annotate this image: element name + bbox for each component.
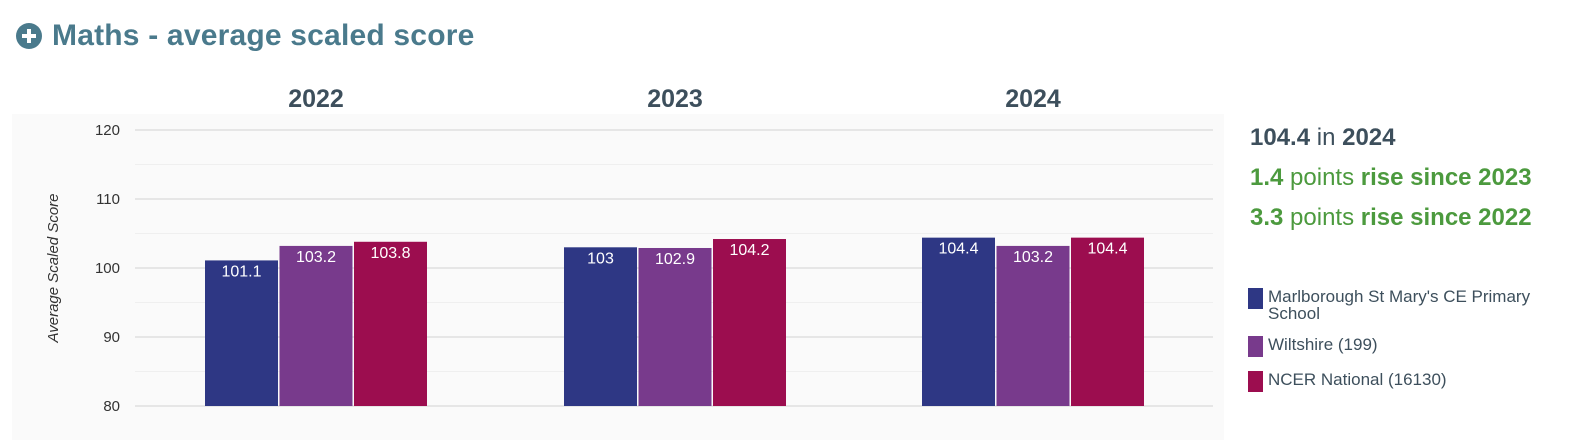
bar bbox=[1071, 237, 1144, 406]
bar bbox=[922, 237, 995, 406]
bar bbox=[996, 245, 1070, 406]
legend-label: Marlborough St Mary's CE Primary School bbox=[1268, 287, 1531, 323]
change-since-2023-line: 1.4 points rise since 2023 bbox=[1250, 158, 1580, 198]
legend-item-national[interactable]: NCER National (16130) bbox=[1248, 371, 1568, 392]
y-tick-label: 100 bbox=[95, 260, 120, 277]
bar-value-label: 104.4 bbox=[938, 241, 978, 258]
y-tick-label: 80 bbox=[103, 398, 120, 415]
bar bbox=[205, 260, 278, 406]
change-since-2022-line: 3.3 points rise since 2022 bbox=[1250, 198, 1580, 238]
latest-in: in bbox=[1316, 124, 1336, 151]
legend-swatch bbox=[1248, 371, 1263, 392]
change2-value: 3.3 bbox=[1250, 204, 1284, 231]
chart-legend: Marlborough St Mary's CE Primary School … bbox=[1248, 288, 1568, 406]
bar bbox=[279, 245, 353, 406]
summary-panel: 104.4 in 2024 1.4 points rise since 2023… bbox=[1250, 118, 1580, 238]
bar-value-label: 104.4 bbox=[1087, 241, 1127, 258]
legend-item-school[interactable]: Marlborough St Mary's CE Primary School bbox=[1248, 288, 1568, 322]
latest-value: 104.4 bbox=[1250, 124, 1311, 151]
y-axis-label: Average Scaled Score bbox=[45, 194, 62, 344]
category-label: 2023 bbox=[647, 85, 703, 113]
latest-score-line: 104.4 in 2024 bbox=[1250, 118, 1580, 158]
bar-chart: 80 90 100 110 120 Average Scaled Score 2022 101… bbox=[45, 85, 1213, 415]
bar-value-label: 103 bbox=[587, 250, 614, 267]
bar-value-label: 103.2 bbox=[1013, 249, 1053, 266]
bar bbox=[354, 241, 427, 406]
bar bbox=[713, 239, 786, 406]
y-tick-label: 120 bbox=[95, 122, 120, 139]
legend-swatch bbox=[1248, 336, 1263, 357]
change1-points: points bbox=[1290, 164, 1355, 191]
bar-value-label: 101.1 bbox=[221, 263, 261, 280]
legend-label: Wiltshire (199) bbox=[1268, 335, 1378, 354]
y-tick-label: 90 bbox=[103, 329, 120, 346]
bar-value-label: 102.9 bbox=[655, 251, 695, 268]
bar-value-label: 103.8 bbox=[370, 245, 410, 262]
bar bbox=[564, 247, 637, 406]
bar bbox=[638, 247, 712, 406]
change1-text: rise since 2023 bbox=[1360, 164, 1532, 191]
category-label: 2022 bbox=[288, 85, 344, 113]
category-label: 2024 bbox=[1005, 85, 1061, 113]
bar-value-label: 103.2 bbox=[296, 249, 336, 266]
y-tick-label: 110 bbox=[96, 191, 120, 208]
legend-item-wiltshire[interactable]: Wiltshire (199) bbox=[1248, 336, 1568, 357]
section-header[interactable]: Maths - average scaled score bbox=[16, 18, 474, 54]
change2-text: rise since 2022 bbox=[1360, 204, 1532, 231]
latest-year: 2024 bbox=[1342, 124, 1396, 151]
change2-points: points bbox=[1290, 204, 1355, 231]
plus-circle-icon[interactable] bbox=[16, 23, 42, 49]
legend-label: NCER National (16130) bbox=[1268, 370, 1447, 389]
bar-value-label: 104.2 bbox=[729, 242, 769, 259]
change1-value: 1.4 bbox=[1250, 164, 1284, 191]
page-title: Maths - average scaled score bbox=[52, 19, 475, 52]
legend-swatch bbox=[1248, 288, 1263, 309]
